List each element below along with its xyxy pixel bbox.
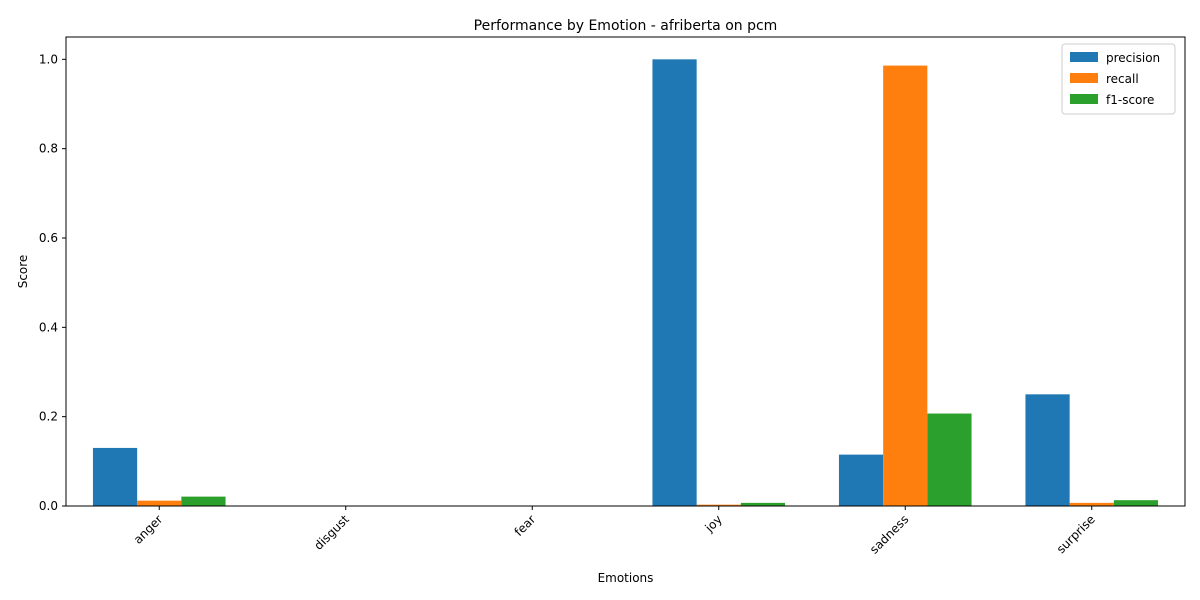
y-tick-label: 0.8 <box>39 142 58 156</box>
x-tick-label-joy: joy <box>702 512 725 535</box>
y-tick-label: 0.4 <box>39 320 58 334</box>
legend-swatch-recall <box>1070 73 1098 83</box>
bar-recall-sadness <box>883 65 928 506</box>
x-axis-label: Emotions <box>598 571 654 585</box>
y-tick-label: 0.6 <box>39 231 58 245</box>
legend-swatch-f1-score <box>1070 94 1098 104</box>
x-tick-label-sadness: sadness <box>867 512 911 556</box>
legend: precision recall f1-score <box>1061 43 1176 115</box>
x-tick-label-anger: anger <box>131 512 166 547</box>
bar-f1-score-anger <box>181 496 226 506</box>
y-tick-label: 1.0 <box>39 52 58 66</box>
y-tick-label: 0.0 <box>39 499 58 513</box>
bar-recall-surprise <box>1069 502 1114 506</box>
legend-swatch-precision <box>1070 52 1098 62</box>
chart-title: Performance by Emotion - afriberta on pc… <box>474 18 778 34</box>
bar-precision-joy <box>652 59 697 506</box>
bar-f1-score-joy <box>740 502 786 506</box>
legend-label-recall: recall <box>1106 72 1139 86</box>
bar-precision-sadness <box>838 454 884 506</box>
legend-label-f1-score: f1-score <box>1106 93 1154 107</box>
x-tick-label-surprise: surprise <box>1054 512 1098 556</box>
bar-f1-score-surprise <box>1113 500 1159 506</box>
bar-f1-score-sadness <box>927 413 972 506</box>
bar-recall-anger <box>137 500 182 506</box>
bar-recall-joy <box>696 504 741 506</box>
y-tick-label: 0.2 <box>39 410 58 424</box>
bar-precision-surprise <box>1025 394 1070 506</box>
x-tick-label-disgust: disgust <box>311 512 352 553</box>
plot-area: 0.0 0.2 0.4 0.6 0.8 1.0 anger disgust fear joy sad… <box>39 36 1186 557</box>
axes-frame <box>65 36 1186 507</box>
y-axis-label: Score <box>16 255 30 289</box>
legend-label-precision: precision <box>1106 51 1160 65</box>
bar-precision-anger <box>92 447 138 506</box>
x-tick-label-fear: fear <box>512 512 539 539</box>
